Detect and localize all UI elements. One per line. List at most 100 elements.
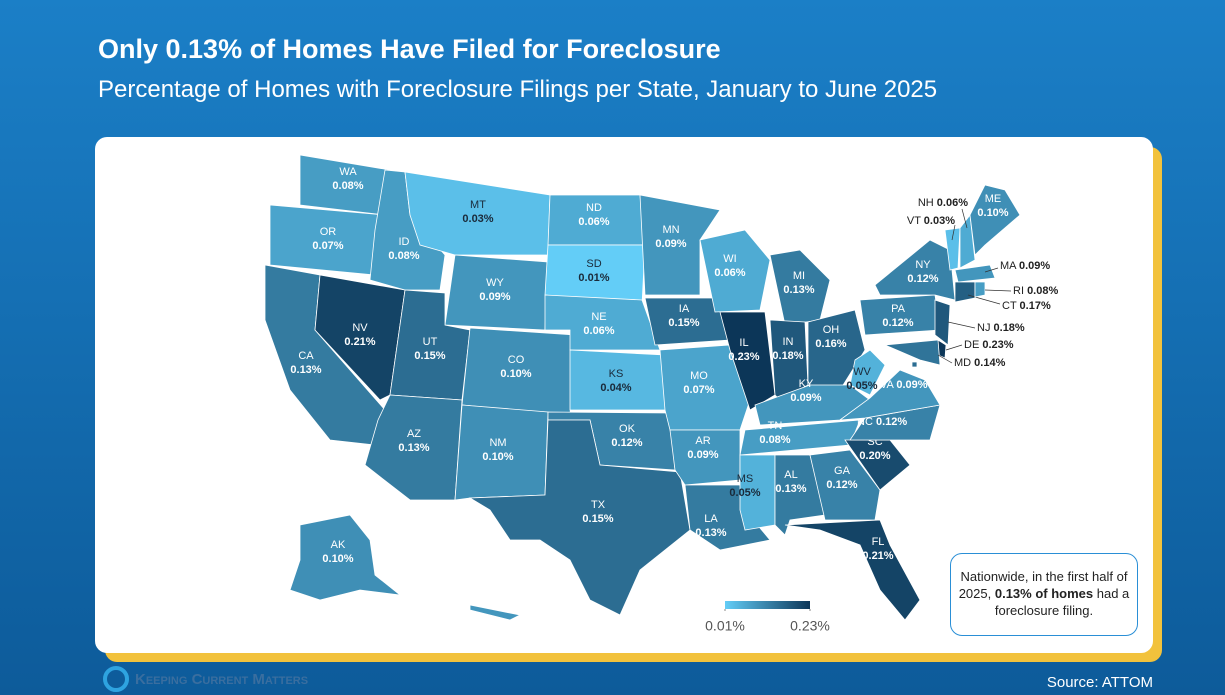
state-value: 0.14% (974, 357, 1005, 369)
leader-line (951, 224, 956, 241)
state (859, 294, 941, 336)
state-abbr: OR (320, 226, 337, 238)
state-value: 0.18% (994, 322, 1025, 334)
state-abbr: MD (954, 357, 971, 369)
state-abbr: FL (872, 536, 885, 548)
state-label: VA 0.09% (880, 379, 928, 391)
state-abbr: ND (586, 202, 602, 214)
state-abbr: SD (586, 258, 601, 270)
state-abbr: MS (737, 473, 754, 485)
state (739, 454, 776, 531)
state (849, 404, 941, 441)
state-abbr: WA (339, 166, 357, 178)
state-abbr: KY (799, 378, 814, 390)
state-value: 0.01% (578, 272, 609, 284)
leader-line (945, 344, 963, 351)
state (807, 309, 866, 391)
callout-text: had a foreclosure filing. (994, 586, 1130, 618)
state-abbr: OK (619, 423, 636, 435)
state-value: 0.09% (479, 291, 510, 303)
logo: Keeping Current Matters (103, 666, 308, 692)
state-value: 0.09% (655, 238, 686, 250)
state-value: 0.15% (414, 350, 445, 362)
state-value: 0.10% (977, 207, 1008, 219)
state (911, 361, 918, 368)
leader-line (984, 289, 1012, 292)
subtitle: Percentage of Homes with Foreclosure Fil… (98, 76, 938, 103)
state-abbr: MN (662, 224, 679, 236)
leader-line (961, 208, 968, 229)
state-abbr: IA (679, 303, 690, 315)
state-abbr: PA (891, 303, 906, 315)
state-value: 0.09% (790, 392, 821, 404)
leader-line (984, 267, 999, 273)
callout-text: Nationwide, in the first half of 2025, (958, 569, 1128, 601)
state-value: 0.05% (846, 380, 877, 392)
state-value: 0.08% (332, 180, 363, 192)
state-value: 0.13% (290, 364, 321, 376)
state-value: 0.09% (457, 594, 488, 606)
state-value: 0.12% (611, 437, 642, 449)
state-abbr: NJ (977, 322, 990, 334)
state (784, 519, 921, 621)
logo-text: Keeping Current Matters (135, 670, 309, 688)
state-abbr: RI (1013, 285, 1024, 297)
callout: Nationwide, in the first half of 2025, 0… (950, 553, 1138, 636)
state-label: MA 0.09% (1000, 260, 1050, 272)
state (699, 229, 771, 313)
state-abbr: VA (880, 379, 895, 391)
state-value: 0.06% (937, 197, 968, 209)
state (969, 184, 1021, 256)
state (849, 349, 886, 396)
leader-line (967, 294, 1001, 305)
state (809, 449, 881, 521)
state-abbr: HI (468, 580, 479, 592)
state (364, 394, 463, 501)
state-label: NH 0.06% (918, 197, 968, 209)
state (569, 349, 668, 411)
state-value: 0.10% (482, 451, 513, 463)
state-abbr: WY (486, 277, 504, 289)
state-value: 0.09% (1019, 260, 1050, 272)
state-abbr: MA (1000, 260, 1017, 272)
state (944, 227, 961, 271)
state-abbr: ME (985, 193, 1002, 205)
state-value: 0.12% (907, 273, 938, 285)
state-value: 0.15% (582, 513, 613, 525)
state (739, 419, 861, 456)
state (289, 514, 402, 601)
state-abbr: IN (783, 336, 794, 348)
state-abbr: GA (834, 465, 851, 477)
callout-bold: 0.13% of homes (994, 586, 1094, 601)
state-abbr: NV (352, 322, 368, 334)
state-abbr: CT (1002, 300, 1017, 312)
state-value: 0.13% (775, 483, 806, 495)
state-abbr: OH (823, 324, 840, 336)
state-label: NJ 0.18% (977, 322, 1025, 334)
state-abbr: NC (857, 416, 873, 428)
state-abbr: KS (609, 368, 624, 380)
state-label: DC 0.15% (949, 374, 999, 386)
state-value: 0.03% (462, 213, 493, 225)
state-value: 0.05% (729, 487, 760, 499)
state-abbr: UT (423, 336, 438, 348)
state-label: VT 0.03% (907, 215, 955, 227)
state-abbr: TN (768, 420, 783, 432)
state-value: 0.06% (583, 325, 614, 337)
state (769, 249, 831, 326)
state (469, 604, 522, 621)
state-value: 0.09% (896, 379, 927, 391)
state-abbr: LA (704, 513, 718, 525)
state-abbr: NE (591, 311, 606, 323)
state-abbr: CO (508, 354, 525, 366)
state-abbr: VT (907, 215, 921, 227)
state-abbr: NM (489, 437, 506, 449)
state-value: 0.13% (398, 442, 429, 454)
state-abbr: WI (723, 253, 736, 265)
state-value: 0.07% (312, 240, 343, 252)
state (669, 429, 741, 486)
state (884, 339, 941, 366)
state-abbr: DE (964, 339, 979, 351)
